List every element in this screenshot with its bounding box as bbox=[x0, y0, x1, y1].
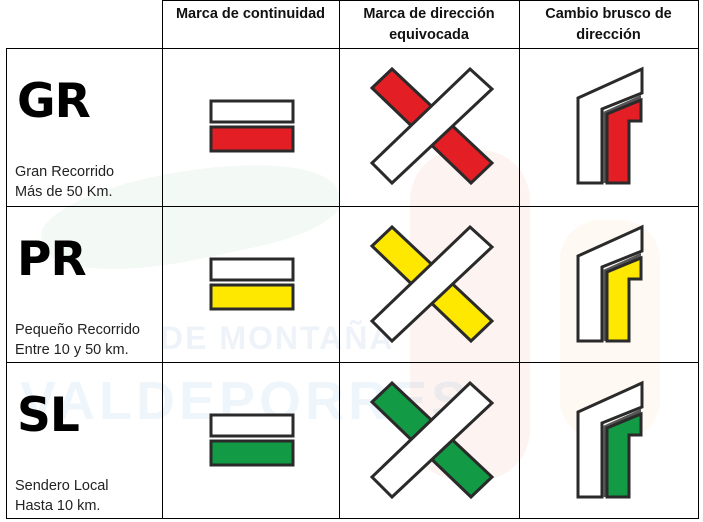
row-label-gr: GR Gran Recorrido Más de 50 Km. bbox=[6, 48, 162, 206]
trail-description: Sendero Local Hasta 10 km. bbox=[15, 476, 109, 516]
white-turn-band bbox=[576, 380, 644, 499]
trail-description: Pequeño Recorrido Entre 10 y 50 km. bbox=[15, 320, 140, 360]
white-bar bbox=[369, 380, 495, 500]
trail-distance: Más de 50 Km. bbox=[15, 184, 113, 200]
sharp-turn-mark-pr-svg bbox=[576, 224, 644, 343]
color-turn-band bbox=[605, 411, 643, 499]
trail-code: PR bbox=[17, 232, 87, 287]
header-sharp-turn: Cambio brusco de dirección bbox=[519, 0, 698, 48]
continuity-mark-gr-svg bbox=[209, 99, 295, 153]
wrong-direction-mark-sl-svg bbox=[369, 380, 495, 500]
trail-description: Gran Recorrido Más de 50 Km. bbox=[15, 162, 114, 202]
trail-distance: Hasta 10 km. bbox=[15, 498, 101, 514]
continuity-mark-gr bbox=[162, 48, 339, 206]
wrong-direction-mark-pr bbox=[339, 206, 519, 362]
continuity-mark-pr-svg bbox=[209, 257, 295, 311]
continuity-mark-pr bbox=[162, 206, 339, 362]
sharp-turn-mark-pr bbox=[519, 206, 698, 362]
header-wrong-direction-label: Marca de dirección equivocada bbox=[363, 6, 495, 43]
white-turn-band bbox=[576, 224, 644, 343]
header-sharp-turn-label: Cambio brusco de dirección bbox=[545, 6, 672, 43]
trail-name: Pequeño Recorrido bbox=[15, 322, 140, 338]
grid-line bbox=[162, 0, 163, 519]
header-continuity-label: Marca de continuidad bbox=[175, 6, 326, 22]
trail-code: SL bbox=[17, 388, 80, 443]
grid-line bbox=[6, 518, 699, 519]
grid-line bbox=[6, 206, 699, 207]
grid-line bbox=[6, 362, 699, 363]
wrong-direction-mark-pr-svg bbox=[369, 224, 495, 344]
grid-line bbox=[162, 0, 699, 1]
trail-name: Gran Recorrido bbox=[15, 164, 115, 180]
continuity-mark-sl bbox=[162, 362, 339, 518]
trail-name: Sendero Local bbox=[15, 478, 109, 494]
color-turn-band bbox=[605, 255, 643, 343]
white-bar bbox=[369, 66, 495, 186]
sharp-turn-mark-sl bbox=[519, 362, 698, 518]
color-band bbox=[209, 439, 295, 467]
wrong-direction-mark-gr bbox=[339, 48, 519, 206]
wrong-direction-mark-sl bbox=[339, 362, 519, 518]
trail-distance: Entre 10 y 50 km. bbox=[15, 342, 129, 358]
trail-code: GR bbox=[17, 74, 91, 129]
row-label-sl: SL Sendero Local Hasta 10 km. bbox=[6, 362, 162, 518]
color-band bbox=[209, 125, 295, 153]
color-band bbox=[209, 283, 295, 311]
continuity-mark-sl-svg bbox=[209, 413, 295, 467]
color-turn-band bbox=[605, 97, 643, 185]
grid-line bbox=[519, 0, 520, 519]
white-turn-band bbox=[576, 66, 644, 185]
grid-line bbox=[6, 48, 7, 519]
sharp-turn-mark-gr bbox=[519, 48, 698, 206]
header-continuity: Marca de continuidad bbox=[162, 0, 339, 48]
wrong-direction-mark-gr-svg bbox=[369, 66, 495, 186]
row-label-pr: PR Pequeño Recorrido Entre 10 y 50 km. bbox=[6, 206, 162, 362]
grid-line bbox=[339, 0, 340, 519]
sharp-turn-mark-sl-svg bbox=[576, 380, 644, 499]
grid-line bbox=[698, 0, 699, 519]
white-band bbox=[209, 257, 295, 282]
header-wrong-direction: Marca de dirección equivocada bbox=[339, 0, 519, 48]
white-band bbox=[209, 413, 295, 438]
grid-line bbox=[6, 48, 699, 49]
white-band bbox=[209, 99, 295, 124]
sharp-turn-mark-gr-svg bbox=[576, 66, 644, 185]
white-bar bbox=[369, 224, 495, 344]
